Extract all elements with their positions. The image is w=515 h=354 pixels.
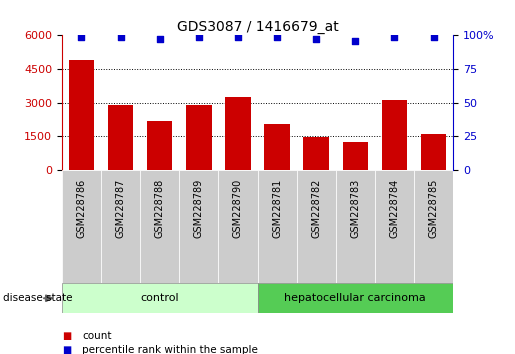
Text: ■: ■ xyxy=(62,345,71,354)
Point xyxy=(156,36,164,42)
Text: GSM228782: GSM228782 xyxy=(311,179,321,238)
Text: GSM228788: GSM228788 xyxy=(154,179,165,238)
Bar xyxy=(382,101,407,170)
Bar xyxy=(101,170,140,283)
Point xyxy=(312,36,320,42)
Bar xyxy=(218,170,258,283)
Bar xyxy=(186,105,212,170)
Text: count: count xyxy=(82,331,112,341)
Point xyxy=(116,34,125,40)
Point xyxy=(351,38,359,44)
Bar xyxy=(297,170,336,283)
Bar xyxy=(225,97,251,170)
Bar xyxy=(421,134,447,170)
Bar xyxy=(258,283,453,313)
Bar xyxy=(179,170,218,283)
Point xyxy=(390,34,399,40)
Text: GSM228786: GSM228786 xyxy=(76,179,87,238)
Point xyxy=(430,34,438,40)
Title: GDS3087 / 1416679_at: GDS3087 / 1416679_at xyxy=(177,21,338,34)
Text: GSM228790: GSM228790 xyxy=(233,179,243,238)
Bar xyxy=(108,105,133,170)
Text: GSM228781: GSM228781 xyxy=(272,179,282,238)
Point xyxy=(77,34,85,40)
Text: GSM228785: GSM228785 xyxy=(428,179,439,238)
Text: disease state: disease state xyxy=(3,293,72,303)
Bar xyxy=(68,60,94,170)
Text: control: control xyxy=(140,293,179,303)
Bar xyxy=(140,170,179,283)
Bar xyxy=(147,121,173,170)
Bar xyxy=(336,170,375,283)
Text: hepatocellular carcinoma: hepatocellular carcinoma xyxy=(284,293,426,303)
Bar xyxy=(258,170,297,283)
Text: GSM228789: GSM228789 xyxy=(194,179,204,238)
Text: GSM228783: GSM228783 xyxy=(350,179,360,238)
Bar xyxy=(62,283,258,313)
Point xyxy=(273,34,281,40)
Point xyxy=(195,34,203,40)
Bar xyxy=(62,170,101,283)
Bar xyxy=(414,170,453,283)
Bar xyxy=(303,137,329,170)
Bar xyxy=(264,124,290,170)
Text: GSM228784: GSM228784 xyxy=(389,179,400,238)
Text: ■: ■ xyxy=(62,331,71,341)
Text: GSM228787: GSM228787 xyxy=(115,179,126,238)
Point xyxy=(234,34,242,40)
Bar xyxy=(375,170,414,283)
Bar xyxy=(342,142,368,170)
Text: percentile rank within the sample: percentile rank within the sample xyxy=(82,345,259,354)
